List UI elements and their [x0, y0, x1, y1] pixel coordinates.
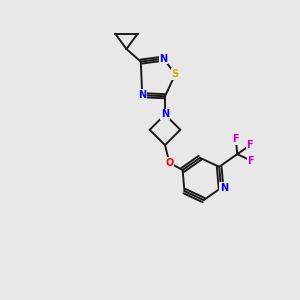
Text: F: F	[247, 140, 253, 150]
Text: F: F	[232, 134, 239, 144]
Text: O: O	[165, 158, 174, 168]
Text: N: N	[138, 90, 146, 100]
Text: F: F	[248, 156, 254, 166]
Text: N: N	[159, 54, 167, 64]
Text: N: N	[161, 110, 169, 119]
Text: N: N	[220, 183, 228, 193]
Text: S: S	[172, 69, 179, 79]
